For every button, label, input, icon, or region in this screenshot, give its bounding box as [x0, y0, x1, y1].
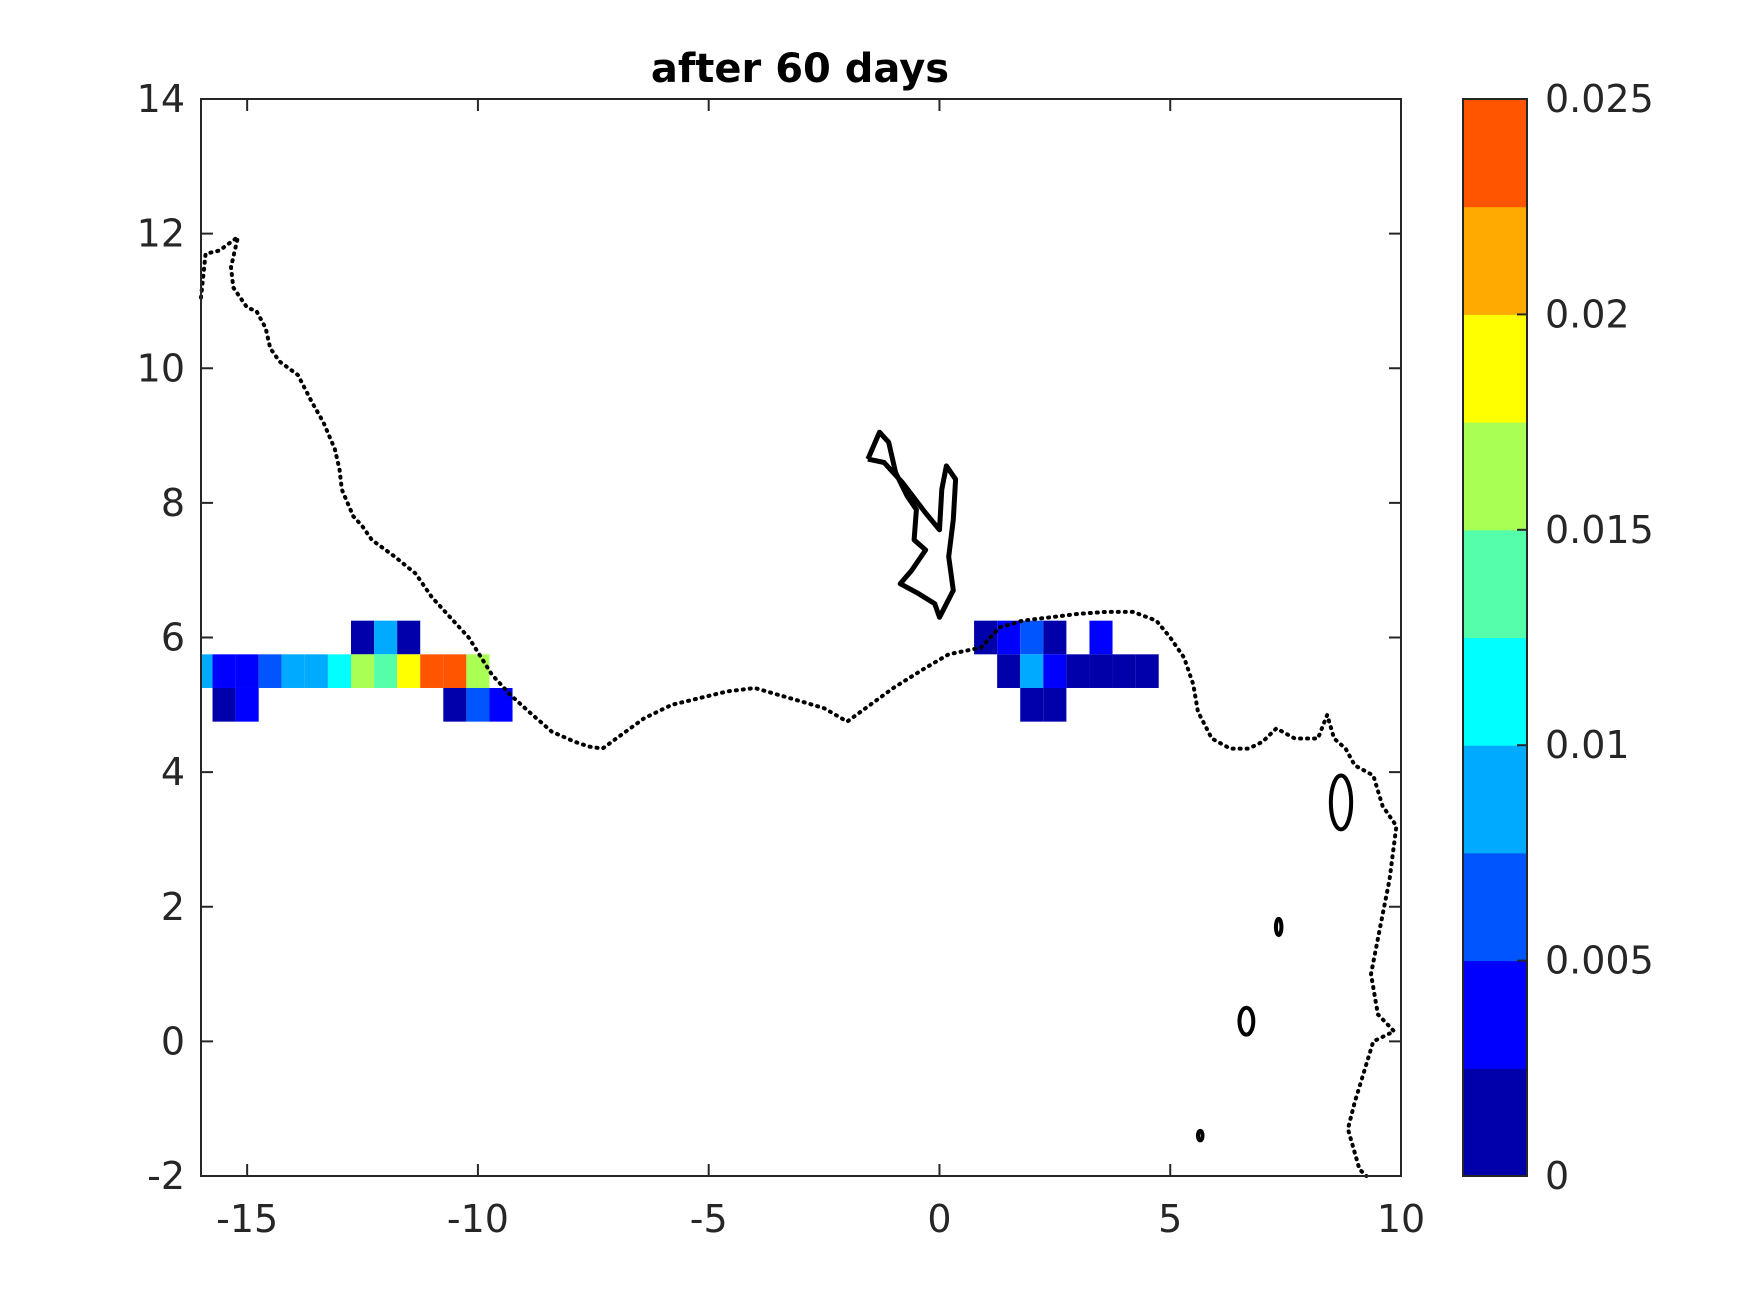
colorbar-segment: [1463, 852, 1527, 962]
heatmap-cell: [201, 654, 213, 688]
coastline: [199, 235, 1399, 1178]
colorbar-segment: [1463, 422, 1527, 531]
colorbar-segment: [1463, 960, 1527, 1069]
heatmap-cell: [1020, 654, 1044, 688]
heatmap-cell: [974, 620, 998, 655]
x-tick-label: 10: [1377, 1197, 1425, 1241]
colorbar-segment: [1463, 206, 1527, 315]
colorbar-tick-label: 0.02: [1545, 292, 1630, 336]
island-outline: [1195, 1128, 1205, 1143]
heatmap-cell: [1020, 687, 1044, 722]
y-tick-label: 2: [161, 885, 185, 929]
heatmap-cell: [443, 654, 467, 688]
heatmap-cell: [489, 687, 513, 722]
x-tick-label: -15: [216, 1197, 278, 1241]
colorbar-tick-label: 0.015: [1545, 508, 1654, 552]
heatmap-cell: [1089, 654, 1113, 688]
heatmap-cell: [1112, 654, 1136, 688]
colorbar-tick-label: 0: [1545, 1154, 1569, 1198]
chart-title: after 60 days: [651, 46, 949, 92]
island-outline: [1328, 773, 1354, 832]
heatmap-cell: [374, 620, 398, 655]
colorbar-frame: [1462, 98, 1528, 1177]
x-tick-label: -5: [690, 1197, 728, 1241]
colorbar-segment: [1463, 637, 1527, 746]
y-tick-label: 10: [137, 346, 185, 390]
colorbar: 0 0.005 0.01 0.015 0.02 0.025: [1462, 77, 1654, 1198]
colorbar-segment: [1463, 529, 1527, 638]
heatmap-cell: [397, 654, 421, 688]
coastline-line: [199, 235, 1399, 1178]
heatmap-cell: [1089, 620, 1113, 655]
colorbar-tick-label: 0.025: [1545, 77, 1654, 121]
heatmap-cell: [1135, 654, 1159, 688]
heatmap-cell: [1043, 620, 1067, 655]
heatmap-cell: [443, 687, 467, 722]
heatmap-cell: [281, 654, 305, 688]
heatmap-cell: [212, 687, 236, 722]
colorbar-tick-label: 0.01: [1545, 723, 1630, 767]
heatmap-cell: [997, 620, 1021, 655]
heatmap-cell: [351, 620, 375, 655]
heatmap-cell: [374, 654, 398, 688]
colorbar-segment: [1463, 99, 1527, 208]
heatmap-cell: [235, 654, 259, 688]
heatmap-cell: [397, 620, 421, 655]
heatmap-cell: [304, 654, 328, 688]
heatmap-cell: [258, 654, 282, 688]
heatmap-cell: [466, 687, 490, 722]
heatmap-cell: [1043, 654, 1067, 688]
y-tick-label: -2: [147, 1154, 185, 1198]
x-tick-label: 5: [1158, 1197, 1182, 1241]
colorbar-segment: [1463, 745, 1527, 854]
y-tick-label: 0: [161, 1019, 185, 1063]
y-tick-label: 8: [161, 481, 185, 525]
heatmap-cell: [1020, 620, 1044, 655]
heatmap-cell: [327, 654, 351, 688]
heatmap-cell: [466, 654, 490, 688]
y-tick-label: 12: [137, 212, 185, 256]
colorbar-segment: [1463, 1068, 1527, 1177]
heatmap-cell: [1043, 687, 1067, 722]
heatmap-cell: [235, 687, 259, 722]
y-tick-label: 6: [161, 616, 185, 660]
colorbar-segment: [1463, 314, 1527, 423]
island-outline: [1273, 916, 1284, 938]
inland-water-outline: [865, 429, 959, 620]
heatmap-cell: [1066, 654, 1090, 688]
x-tick-label: 0: [927, 1197, 951, 1241]
heatmap-cell: [420, 654, 444, 688]
heatmap-cell: [351, 654, 375, 688]
heatmap-cell: [212, 654, 236, 688]
heatmap-cell: [997, 654, 1021, 688]
heatmap-cells: [201, 620, 1159, 722]
island-outline: [1237, 1005, 1256, 1037]
y-tick-label: 4: [161, 750, 185, 794]
y-tick-label: 14: [137, 77, 185, 121]
colorbar-tick-label: 0.005: [1545, 939, 1654, 983]
x-tick-label: -10: [447, 1197, 509, 1241]
axes: -15 -10 -5 0 5 10 -2 0 2 4 6 8 10 12 14: [137, 77, 1426, 1241]
